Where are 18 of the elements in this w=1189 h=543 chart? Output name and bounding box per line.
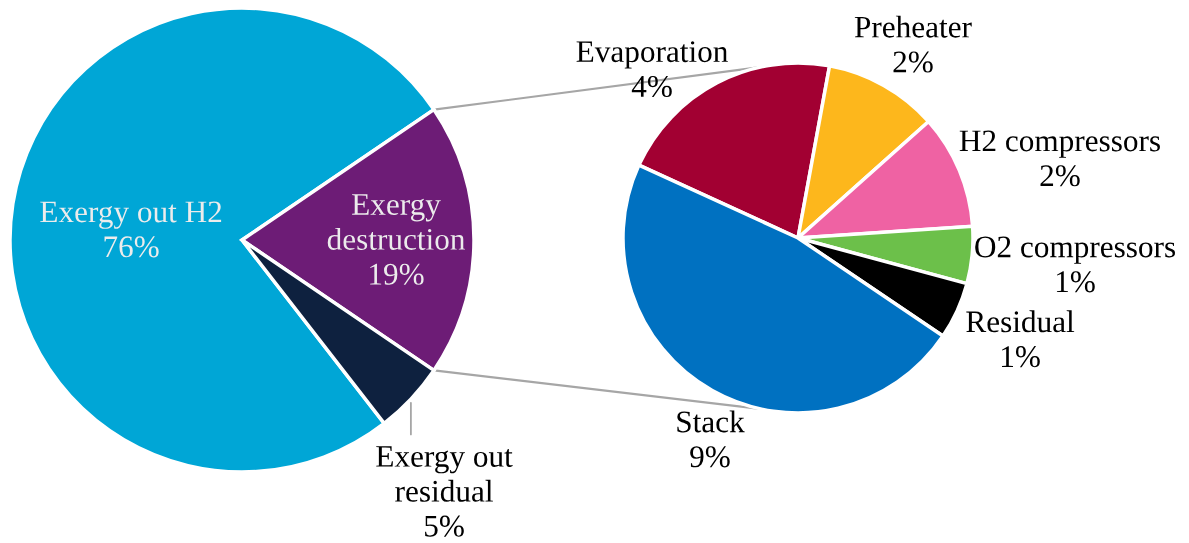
slice-label: Exergy out H2	[40, 201, 222, 229]
slice-label: H2 compressors	[959, 130, 1160, 158]
data-label: 1%	[1056, 271, 1095, 293]
data-label: 76%	[104, 236, 159, 258]
data-label: 4%	[631, 75, 672, 98]
slice-label: O2 compressors	[975, 236, 1175, 264]
data-label: 1%	[1002, 346, 1040, 368]
slice-label: Residual	[966, 310, 1075, 333]
slice-label: Exergy out residual	[376, 446, 513, 502]
slice-label: Exergy destruction	[327, 194, 465, 250]
slice-label: Evaporation	[576, 41, 728, 69]
data-label: 19%	[370, 263, 424, 285]
slice-label: Stack	[677, 410, 745, 433]
data-label: 5%	[425, 515, 464, 537]
data-label: 9%	[690, 446, 730, 468]
data-label: 2%	[893, 51, 933, 73]
slice-label: Preheater	[854, 15, 972, 38]
data-label: 2%	[1040, 165, 1080, 187]
